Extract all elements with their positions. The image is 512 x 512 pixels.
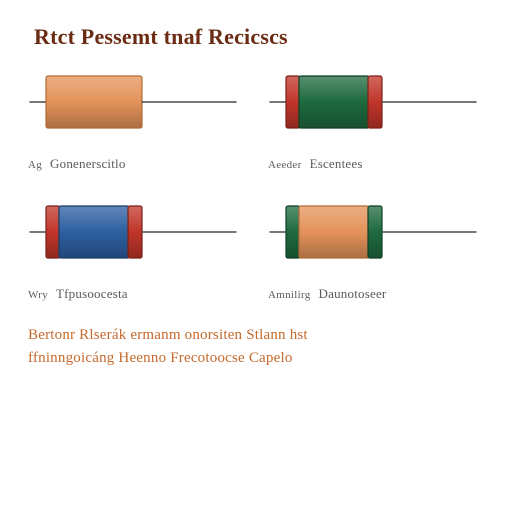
footer-text: Bertonr Rlserák ermanm onorsiten Stlann … [28,324,484,369]
cell-top-right: Aeeder Escentees [268,68,484,172]
resistor-bottom-right [268,198,478,276]
cell-top-left: Ag Gonenerscitlo [28,68,244,172]
label-prefix: Aeeder [268,159,302,171]
cell-bottom-right: Amnilirg Daunotoseer [268,198,484,302]
label-row: Amnilirg Daunotoseer [268,286,386,302]
label-row: Aeeder Escentees [268,156,363,172]
label-prefix: Ag [28,159,42,171]
footer-line-2: ffninngoicáng Heenno Frecotoocse Capelo [28,347,484,370]
resistor-bottom-left [28,198,238,276]
label-prefix: Amnilirg [268,289,311,301]
resistor-svg [28,198,238,276]
label-main: Daunotoseer [319,286,387,302]
label-main: Escentees [310,156,363,172]
label-row: Wry Tfpusoocesta [28,286,128,302]
label-prefix: Wry [28,289,48,301]
resistor-svg [268,198,478,276]
resistor-top-right [268,68,478,146]
label-main: Gonenerscitlo [50,156,126,172]
label-main: Tfpusoocesta [56,286,128,302]
component-grid: Ag Gonenerscitlo Aeeder Escentees Wry Tf… [28,68,484,302]
resistor-svg [268,68,478,146]
label-row: Ag Gonenerscitlo [28,156,126,172]
cell-bottom-left: Wry Tfpusoocesta [28,198,244,302]
resistor-top-left [28,68,238,146]
resistor-svg [28,68,238,146]
footer-line-1: Bertonr Rlserák ermanm onorsiten Stlann … [28,324,484,347]
page-title: Rtct Pessemt tnaf Recicscs [34,24,484,50]
page-root: Rtct Pessemt tnaf Recicscs Ag Gonenersci… [0,0,512,512]
